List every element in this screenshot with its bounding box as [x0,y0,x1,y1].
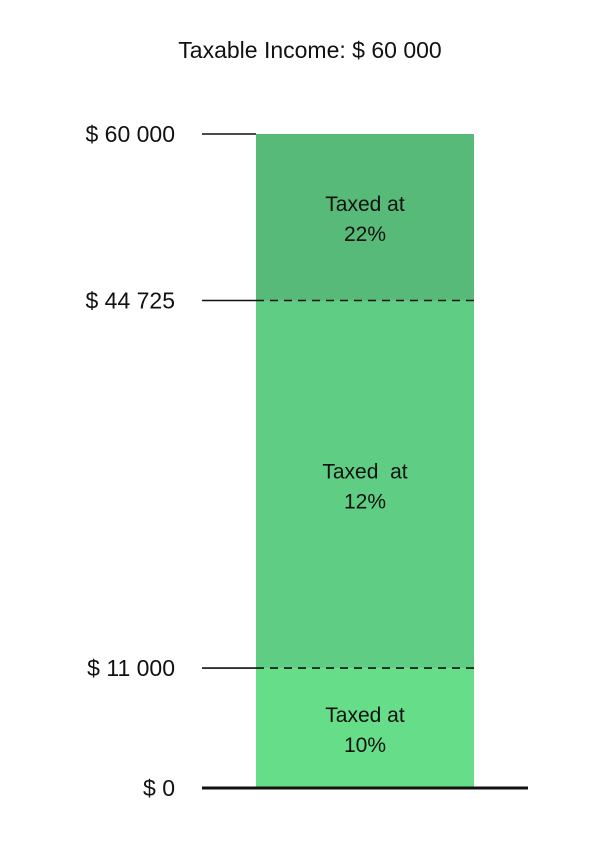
bracket-band-0 [256,668,474,788]
bracket-band-1 [256,300,474,669]
bracket-rate-2: 22% [344,223,386,246]
tick-label-2: $ 11 000 [87,655,175,681]
tick-label-1: $ 44 725 [85,287,175,313]
bracket-label-2: Taxed at [325,193,405,216]
bracket-label-1: Taxed at [322,460,407,483]
bracket-rate-0: 10% [344,734,386,757]
income-ticks: $ 60 000 $ 44 725 $ 11 000 $ 0 [85,121,528,801]
bracket-band-2 [256,134,474,301]
tick-label-0: $ 60 000 [85,121,175,147]
bracket-label-0: Taxed at [325,704,405,727]
tick-label-3: $ 0 [143,775,175,801]
bracket-rate-1: 12% [344,490,386,513]
chart-title: Taxable Income: $ 60 000 [178,37,441,63]
bracket-bands: Taxed at 10% Taxed at 12% Taxed at 22% [256,134,474,788]
